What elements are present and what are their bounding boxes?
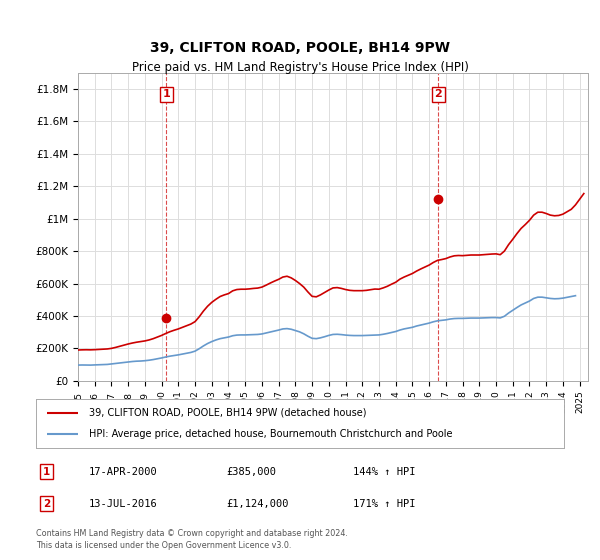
- Text: 144% ↑ HPI: 144% ↑ HPI: [353, 466, 415, 477]
- Text: 1: 1: [43, 466, 50, 477]
- Text: 17-APR-2000: 17-APR-2000: [89, 466, 158, 477]
- Text: 39, CLIFTON ROAD, POOLE, BH14 9PW (detached house): 39, CLIFTON ROAD, POOLE, BH14 9PW (detac…: [89, 408, 366, 418]
- Text: This data is licensed under the Open Government Licence v3.0.: This data is licensed under the Open Gov…: [36, 542, 292, 550]
- Text: £385,000: £385,000: [226, 466, 276, 477]
- Text: £1,124,000: £1,124,000: [226, 499, 289, 509]
- Text: 2: 2: [434, 90, 442, 99]
- Text: Contains HM Land Registry data © Crown copyright and database right 2024.: Contains HM Land Registry data © Crown c…: [36, 529, 348, 538]
- Text: 171% ↑ HPI: 171% ↑ HPI: [353, 499, 415, 509]
- Text: 39, CLIFTON ROAD, POOLE, BH14 9PW: 39, CLIFTON ROAD, POOLE, BH14 9PW: [150, 41, 450, 55]
- Text: 2: 2: [43, 499, 50, 509]
- Text: 1: 1: [163, 90, 170, 99]
- Text: HPI: Average price, detached house, Bournemouth Christchurch and Poole: HPI: Average price, detached house, Bour…: [89, 429, 452, 439]
- Text: Price paid vs. HM Land Registry's House Price Index (HPI): Price paid vs. HM Land Registry's House …: [131, 60, 469, 74]
- Text: 13-JUL-2016: 13-JUL-2016: [89, 499, 158, 509]
